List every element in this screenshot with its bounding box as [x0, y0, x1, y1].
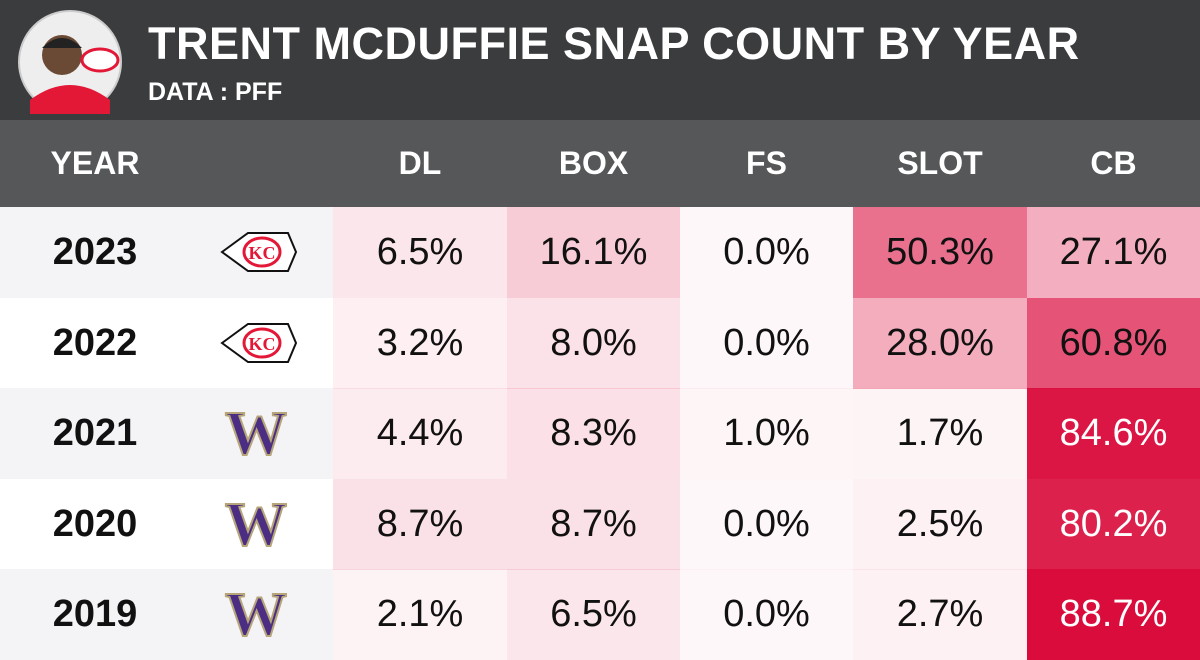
year-cell: 2019 [52, 593, 138, 636]
player-avatar [18, 10, 122, 114]
percent-cell: 50.3% [853, 207, 1027, 298]
year-cell: 2023 [52, 231, 138, 273]
table-row: 2019 2.1% 6.5% 0.0% 2.7% 88.7% [0, 569, 1200, 660]
title: TRENT MCDUFFIE SNAP COUNT BY YEAR [148, 18, 1080, 69]
team-logo [224, 587, 288, 644]
column-label: CB [1090, 145, 1137, 181]
percent-cell: 1.0% [680, 388, 853, 480]
percent-cell: 2.5% [853, 478, 1027, 570]
percent-cell: 6.5% [507, 569, 680, 660]
year-cell: 2021 [52, 412, 138, 455]
percent-cell: 8.7% [507, 478, 680, 570]
percent-cell: 0.0% [680, 479, 853, 570]
column-label: SLOT [897, 145, 983, 181]
percent-cell: 4.4% [333, 388, 507, 480]
team-logo [224, 496, 288, 553]
year-cell: 2020 [52, 502, 138, 545]
percent-cell: 1.7% [853, 388, 1027, 480]
year-cell: 2022 [52, 321, 138, 364]
percent-cell: 84.6% [1027, 388, 1200, 480]
table-row: 2023 6.5% 16.1% 0.0% 50.3% 27.1% [0, 207, 1200, 298]
percent-cell: 3.2% [333, 297, 507, 389]
percent-cell: 2.7% [853, 569, 1027, 660]
percent-cell: 6.5% [333, 207, 507, 298]
percent-cell: 27.1% [1027, 207, 1200, 298]
table-row: 2022 3.2% 8.0% 0.0% 28.0% 60.8% [0, 297, 1200, 389]
column-header: YEAR DL BOX FS SLOT CB [0, 120, 1200, 207]
team-logo [220, 322, 298, 364]
percent-cell: 0.0% [680, 298, 853, 389]
percent-cell: 16.1% [507, 207, 680, 298]
team-logo [220, 231, 298, 273]
column-label: BOX [558, 145, 629, 181]
subtitle: DATA : PFF [148, 78, 283, 106]
percent-cell: 2.1% [333, 569, 507, 660]
percent-cell: 0.0% [680, 569, 853, 660]
percent-cell: 80.2% [1027, 478, 1200, 570]
percent-cell: 0.0% [680, 207, 853, 298]
percent-cell: 8.0% [507, 297, 680, 389]
column-label: FS [746, 145, 787, 181]
percent-cell: 88.7% [1027, 569, 1200, 660]
table-row: 2020 8.7% 8.7% 0.0% 2.5% 80.2% [0, 478, 1200, 570]
header: TRENT MCDUFFIE SNAP COUNT BY YEAR DATA :… [0, 0, 1200, 120]
percent-cell: 8.3% [507, 388, 680, 480]
table-row: 2021 4.4% 8.3% 1.0% 1.7% 84.6% [0, 388, 1200, 480]
percent-cell: 28.0% [853, 297, 1027, 389]
column-label: DL [398, 145, 442, 181]
percent-cell: 60.8% [1027, 297, 1200, 389]
column-label: YEAR [50, 145, 140, 181]
team-logo [224, 406, 288, 463]
percent-cell: 8.7% [333, 478, 507, 570]
